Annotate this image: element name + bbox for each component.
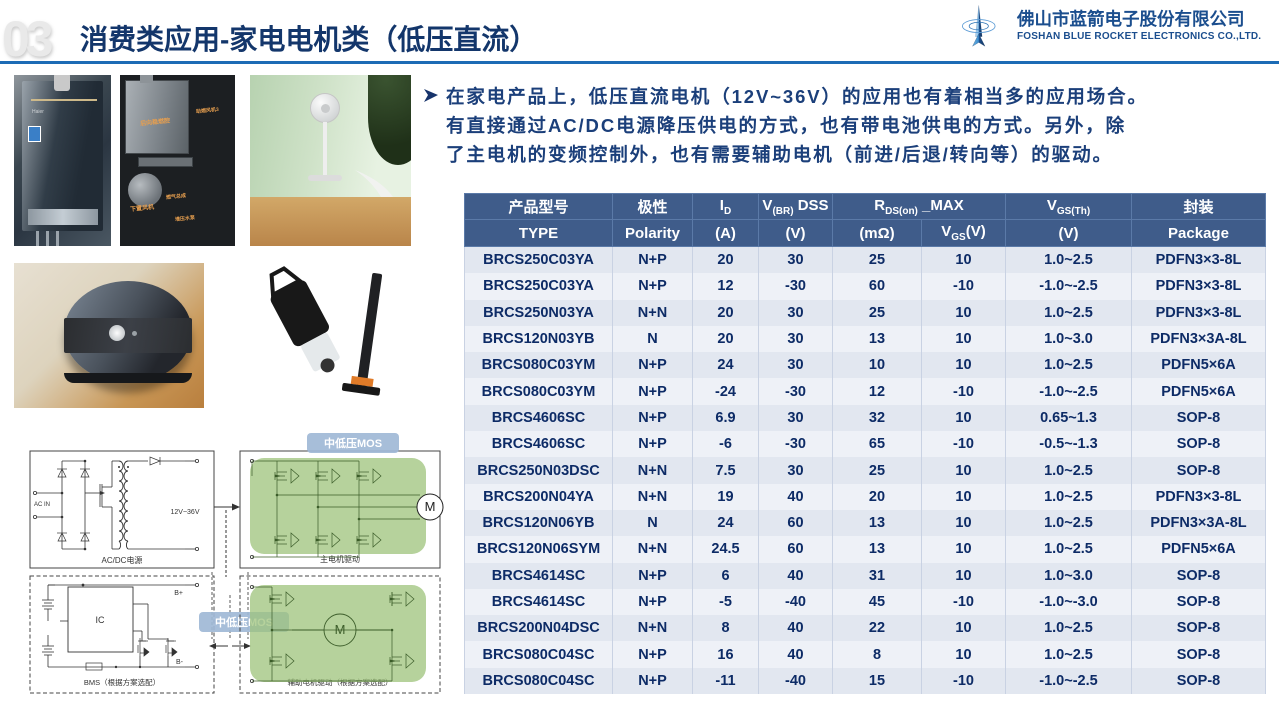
svg-text:B-: B-: [176, 659, 184, 666]
svg-text:中低压MOS: 中低压MOS: [324, 436, 382, 450]
svg-text:12V~36V: 12V~36V: [171, 509, 200, 516]
svg-text:M: M: [335, 622, 346, 637]
svg-text:B+: B+: [174, 590, 183, 597]
svg-text:IC: IC: [96, 615, 106, 625]
svg-text:AC/DC电源: AC/DC电源: [102, 555, 143, 565]
svg-text:M: M: [425, 499, 436, 514]
svg-text:主电机驱动: 主电机驱动: [320, 554, 360, 564]
svg-text:BMS（根据方案选配）: BMS（根据方案选配）: [84, 677, 160, 687]
svg-text:AC IN: AC IN: [34, 502, 50, 508]
